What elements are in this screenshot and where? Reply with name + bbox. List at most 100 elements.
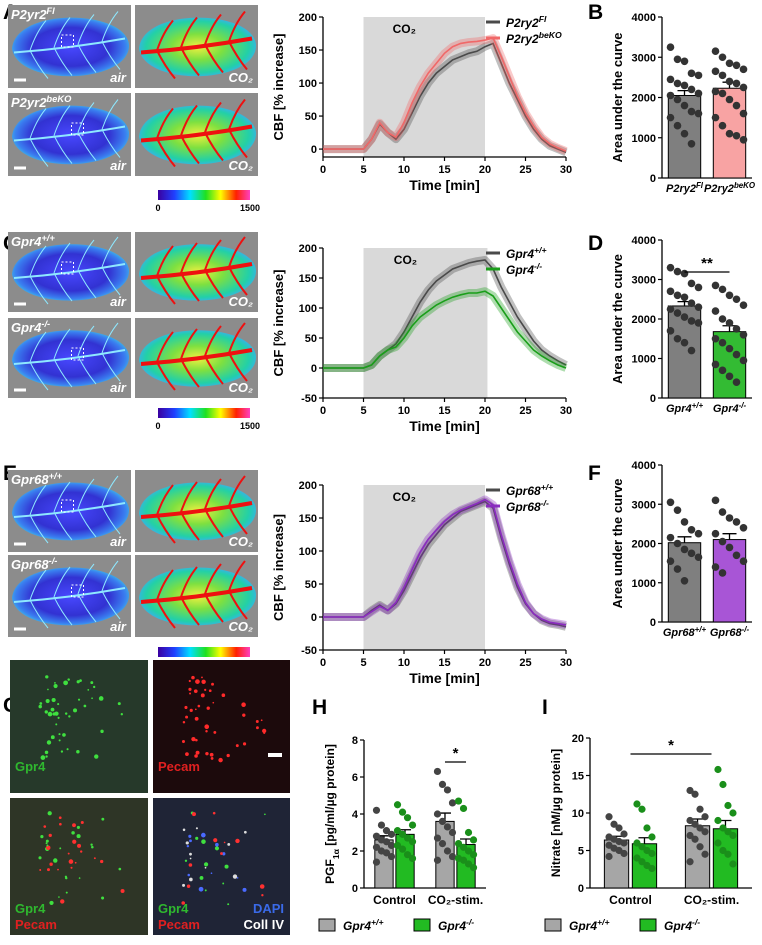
signal-dot bbox=[46, 844, 49, 847]
x-tick-label: 10 bbox=[398, 657, 410, 669]
x-tick-label: Gpr68+/+ bbox=[663, 625, 707, 640]
signal-dot bbox=[53, 858, 58, 863]
signal-dot bbox=[195, 738, 198, 742]
signal-dot bbox=[93, 685, 96, 689]
x-tick-label: 20 bbox=[479, 657, 491, 669]
y-tick-label: 1000 bbox=[632, 133, 656, 145]
signal-dot bbox=[201, 832, 206, 838]
signal-dot bbox=[204, 866, 207, 869]
data-point bbox=[711, 307, 720, 315]
vein bbox=[140, 124, 253, 143]
y-axis-label-part: [pg/ml/µg protein] bbox=[323, 744, 337, 849]
data-point bbox=[459, 856, 468, 864]
data-point bbox=[724, 828, 732, 836]
y-tick-label: 0 bbox=[650, 173, 656, 185]
condition-label: CO₂ bbox=[229, 294, 254, 309]
signal-dot bbox=[40, 835, 44, 839]
signal-dot bbox=[184, 859, 188, 862]
x-tick-label: Control bbox=[373, 893, 416, 907]
genotype-label: P2yr2Fl bbox=[11, 6, 55, 22]
data-point bbox=[694, 303, 703, 311]
signal-dot bbox=[120, 713, 123, 716]
mean-line bbox=[323, 498, 567, 626]
vein-branch bbox=[29, 20, 49, 79]
shade-label: CO₂ bbox=[393, 22, 416, 36]
data-point bbox=[648, 833, 656, 841]
condition-label: CO₂ bbox=[229, 380, 254, 395]
channel-label: DAPI bbox=[253, 901, 284, 916]
signal-dot bbox=[98, 696, 104, 701]
signal-dot bbox=[194, 716, 199, 721]
x-axis-label: Time [min] bbox=[409, 418, 480, 434]
y-axis-label: Area under the curve bbox=[610, 32, 625, 162]
signal-dot bbox=[243, 830, 247, 834]
signal-dot bbox=[77, 843, 82, 848]
signal-dot bbox=[45, 842, 48, 845]
micrograph bbox=[153, 798, 290, 935]
signal-dot bbox=[204, 889, 207, 892]
signal-dot bbox=[72, 823, 76, 828]
legend-swatch bbox=[639, 918, 657, 932]
x-tick-label-part: Fl bbox=[696, 181, 704, 190]
signal-dot bbox=[118, 867, 122, 871]
data-point bbox=[711, 281, 720, 290]
signal-dot bbox=[186, 844, 190, 848]
data-point bbox=[673, 55, 682, 64]
y-tick-label: 5 bbox=[578, 846, 584, 858]
data-point bbox=[387, 852, 396, 861]
signal-dot bbox=[191, 675, 195, 680]
legend-label: Gpr68-/- bbox=[506, 498, 549, 514]
vein-branch bbox=[29, 108, 49, 167]
legend-label-part: P2ry2 bbox=[506, 32, 539, 46]
signal-dot bbox=[64, 712, 68, 715]
y-tick-label: 2000 bbox=[632, 93, 656, 105]
vein bbox=[140, 36, 253, 55]
data-point bbox=[666, 498, 675, 507]
data-point bbox=[633, 839, 641, 847]
signal-dot bbox=[60, 899, 65, 904]
signal-dot bbox=[45, 845, 51, 851]
x-tick-label: 0 bbox=[320, 657, 326, 669]
signal-dot bbox=[117, 702, 121, 706]
vein-branch bbox=[228, 322, 248, 382]
x-tick-label: CO₂-stim. bbox=[684, 893, 739, 907]
signal-dot bbox=[49, 862, 53, 866]
y-tick-label: 50 bbox=[305, 111, 317, 123]
vein-branch bbox=[204, 325, 224, 385]
signal-dot bbox=[195, 679, 200, 684]
data-point bbox=[724, 850, 732, 858]
x-tick-label: 5 bbox=[360, 164, 366, 176]
mean-line bbox=[323, 37, 567, 152]
signal-dot bbox=[100, 859, 104, 864]
vein-branch bbox=[204, 13, 224, 74]
data-point bbox=[694, 89, 703, 98]
signal-dot bbox=[74, 861, 77, 864]
y-tick-label: 6 bbox=[352, 772, 358, 784]
data-point bbox=[694, 529, 703, 538]
x-tick-label: Gpr4+/+ bbox=[666, 401, 704, 416]
signal-dot bbox=[187, 873, 191, 877]
condition-label: air bbox=[110, 294, 127, 309]
data-point bbox=[454, 840, 463, 848]
vein-branch bbox=[101, 475, 121, 535]
condition-label: CO₂ bbox=[229, 534, 254, 549]
x-tick-label: 15 bbox=[438, 164, 450, 176]
data-point bbox=[732, 101, 741, 110]
channel-label: Gpr4 bbox=[15, 759, 46, 774]
signal-dot bbox=[80, 820, 84, 825]
data-point bbox=[680, 269, 689, 278]
vein-branch bbox=[53, 328, 73, 388]
signal-dot bbox=[188, 834, 192, 838]
roi-box bbox=[71, 584, 84, 598]
colorbar bbox=[158, 190, 250, 200]
data-point bbox=[408, 838, 417, 846]
data-point bbox=[438, 780, 447, 789]
data-point bbox=[725, 319, 734, 327]
y-axis-label: CBF [% increase] bbox=[271, 514, 286, 621]
x-tick-label: Gpr4-/- bbox=[713, 401, 747, 416]
legend-label-part: Gpr4 bbox=[569, 919, 597, 933]
x-tick-label: 15 bbox=[438, 405, 450, 417]
y-tick-label: 150 bbox=[299, 45, 317, 57]
y-tick-label: -50 bbox=[301, 393, 317, 405]
data-point bbox=[673, 267, 682, 276]
